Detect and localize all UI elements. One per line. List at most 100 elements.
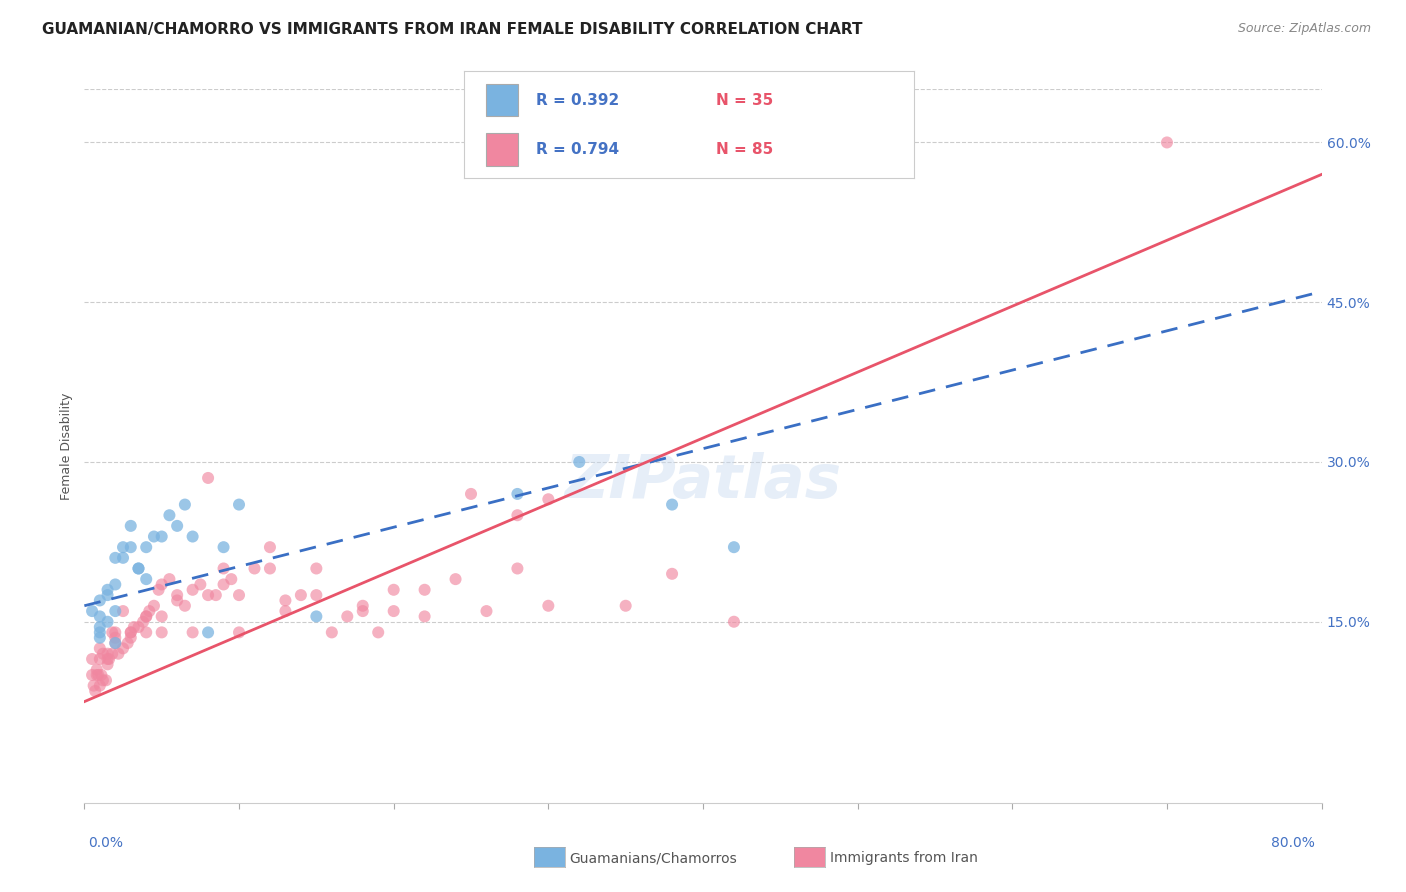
Point (212, 540, 235, 554)
Point (537, 492, 560, 507)
Point (120, 625, 142, 640)
Bar (486, 84, 517, 116)
Point (723, 615, 745, 629)
Point (444, 572, 467, 586)
Point (181, 582, 204, 597)
Point (661, 498, 683, 512)
Point (89, 679, 111, 693)
Point (174, 498, 197, 512)
Point (135, 609, 157, 624)
Point (188, 577, 212, 591)
Point (413, 609, 436, 624)
Point (166, 593, 188, 607)
Point (86, 668, 108, 682)
Point (120, 540, 142, 554)
Point (112, 641, 135, 656)
Point (97, 588, 120, 602)
Text: R = 0.794: R = 0.794 (536, 142, 619, 157)
Point (1156, 136, 1178, 150)
Point (148, 582, 170, 597)
Text: Source: ZipAtlas.com: Source: ZipAtlas.com (1237, 22, 1371, 36)
Point (228, 588, 250, 602)
Point (104, 631, 127, 645)
Point (94, 673, 117, 688)
Point (104, 550, 127, 565)
Point (89, 641, 111, 656)
Point (107, 647, 129, 661)
Point (259, 540, 281, 554)
Point (537, 599, 560, 613)
Point (82, 668, 104, 682)
Point (97, 657, 120, 672)
Point (89, 593, 111, 607)
Text: Guamanians/Chamorros: Guamanians/Chamorros (569, 851, 737, 865)
Point (367, 625, 389, 640)
Point (661, 566, 683, 581)
Text: 80.0%: 80.0% (1271, 836, 1315, 850)
Point (181, 529, 204, 543)
Point (166, 588, 188, 602)
Point (197, 588, 219, 602)
Point (506, 561, 529, 575)
Point (101, 625, 124, 640)
Text: N = 35: N = 35 (716, 93, 773, 108)
Point (89, 625, 111, 640)
Point (274, 593, 297, 607)
Point (212, 561, 235, 575)
Point (305, 588, 328, 602)
Point (305, 561, 328, 575)
Point (205, 588, 228, 602)
Text: Immigrants from Iran: Immigrants from Iran (830, 851, 977, 865)
Point (97, 652, 120, 666)
Point (101, 647, 124, 661)
Point (460, 487, 482, 501)
Point (166, 519, 188, 533)
Point (89, 631, 111, 645)
Point (228, 498, 250, 512)
Bar (486, 134, 517, 166)
Point (128, 620, 150, 634)
Point (120, 519, 142, 533)
Point (97, 615, 120, 629)
Point (135, 540, 157, 554)
Point (228, 625, 250, 640)
Point (128, 561, 150, 575)
Point (614, 599, 637, 613)
Point (89, 620, 111, 634)
Point (159, 508, 181, 523)
Point (352, 599, 374, 613)
Text: ZIPatlas: ZIPatlas (564, 452, 842, 511)
Point (723, 540, 745, 554)
Point (98, 652, 121, 666)
Point (91, 647, 114, 661)
Point (506, 487, 529, 501)
Point (506, 508, 529, 523)
Point (117, 636, 139, 650)
Point (97, 582, 120, 597)
Point (221, 572, 243, 586)
Point (305, 609, 328, 624)
Point (104, 625, 127, 640)
Point (86, 663, 108, 677)
Point (90, 668, 112, 682)
Point (122, 620, 145, 634)
Point (135, 572, 157, 586)
Point (382, 604, 405, 618)
Point (84, 684, 107, 698)
Point (274, 604, 297, 618)
Point (87, 668, 110, 682)
Point (82, 652, 104, 666)
Point (150, 609, 173, 624)
Point (197, 625, 219, 640)
Point (290, 588, 312, 602)
Point (97, 647, 120, 661)
Point (135, 609, 157, 624)
Point (352, 604, 374, 618)
Point (143, 529, 166, 543)
Point (475, 604, 498, 618)
Point (138, 604, 160, 618)
Point (150, 529, 173, 543)
Point (135, 625, 157, 640)
Point (128, 561, 150, 575)
Point (150, 625, 173, 640)
